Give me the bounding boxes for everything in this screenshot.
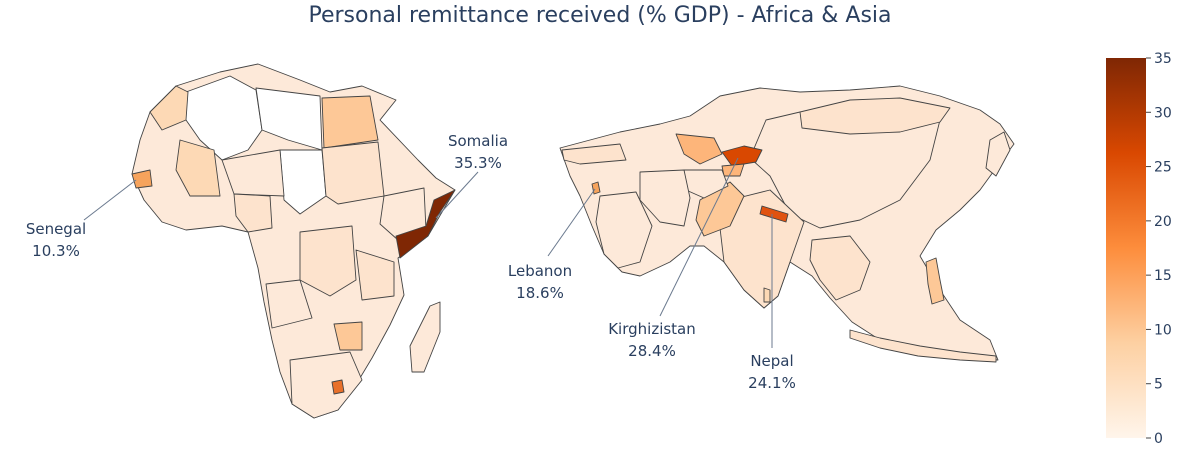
kirghizistan [721, 145, 763, 167]
annotations: Somalia 35.3% Senegal 10.3% Lebanon 18.6… [26, 132, 796, 392]
annot-nepal-label: Nepal [750, 352, 793, 370]
nepal [759, 205, 789, 223]
colorbar: 0 5 10 15 20 25 30 35 [1106, 51, 1172, 447]
leader-kirghizistan [659, 157, 739, 317]
madagascar [409, 301, 441, 373]
colorbar-tick-label: 15 [1154, 268, 1172, 284]
annot-senegal-label: Senegal [26, 220, 86, 238]
dr-congo [299, 225, 357, 297]
niger [221, 149, 285, 197]
annot-nepal-value: 24.1% [748, 374, 796, 392]
sri-lanka [763, 287, 771, 303]
colorbar-tick-label: 20 [1154, 214, 1172, 230]
mongolia [799, 97, 951, 135]
colorbar-tick-label: 0 [1154, 431, 1163, 447]
colorbar-tick-label: 35 [1154, 51, 1172, 67]
annot-kirghizistan-label: Kirghizistan [608, 320, 696, 338]
japan [985, 131, 1011, 177]
south-africa [289, 351, 363, 419]
colorbar-tick-label: 10 [1154, 322, 1172, 338]
chart-title: Personal remittance received (% GDP) - A… [308, 3, 891, 28]
leader-lebanon [547, 188, 596, 257]
southeast-asia [809, 235, 871, 301]
annot-lebanon-value: 18.6% [516, 284, 564, 302]
egypt [321, 95, 379, 149]
colorbar-tick-label: 5 [1154, 377, 1163, 393]
indonesia [849, 329, 997, 363]
turkey [561, 143, 627, 165]
leader-somalia [435, 171, 479, 219]
leader-senegal [83, 179, 137, 221]
annot-kirghizistan-value: 28.4% [628, 342, 676, 360]
colorbar-gradient [1106, 58, 1146, 438]
annot-senegal-value: 10.3% [32, 242, 80, 260]
colorbar-ticks: 0 5 10 15 20 25 30 35 [1146, 51, 1172, 447]
asia-map [559, 85, 1015, 363]
annot-somalia-label: Somalia [448, 132, 508, 150]
saudi-arabia [595, 191, 653, 269]
philippines [925, 257, 945, 305]
colorbar-tick-label: 25 [1154, 160, 1172, 176]
africa-map [131, 63, 456, 419]
colorbar-tick-label: 30 [1154, 105, 1172, 121]
tanzania [355, 249, 395, 301]
zimbabwe [333, 321, 363, 351]
mali [175, 139, 221, 197]
lesotho [331, 379, 345, 395]
tajikistan [721, 163, 745, 177]
libya [255, 87, 323, 151]
uzbekistan [675, 133, 723, 165]
annot-somalia-value: 35.3% [454, 154, 502, 172]
senegal [131, 169, 153, 189]
morocco [149, 85, 189, 131]
sudan [321, 141, 385, 205]
nigeria [233, 193, 273, 233]
angola [265, 279, 313, 329]
annot-lebanon-label: Lebanon [508, 262, 572, 280]
algeria [185, 75, 263, 161]
